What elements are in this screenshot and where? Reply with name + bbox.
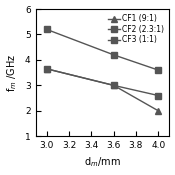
CF2 (2.3:1)	[46, 28, 48, 30]
CF2 (2.3:1)	[113, 54, 115, 56]
Line: CF3 (1:1): CF3 (1:1)	[44, 66, 161, 98]
CF3 (1:1)	[157, 94, 159, 97]
Legend: CF1 (9:1), CF2 (2.3:1), CF3 (1:1): CF1 (9:1), CF2 (2.3:1), CF3 (1:1)	[107, 13, 166, 46]
CF1 (9:1)	[46, 68, 48, 70]
Line: CF2 (2.3:1): CF2 (2.3:1)	[44, 27, 161, 73]
CF1 (9:1)	[157, 110, 159, 112]
CF2 (2.3:1)	[157, 69, 159, 71]
CF1 (9:1)	[113, 84, 115, 86]
CF3 (1:1)	[46, 68, 48, 70]
CF3 (1:1)	[113, 84, 115, 86]
Line: CF1 (9:1): CF1 (9:1)	[44, 66, 161, 114]
X-axis label: d$_m$/mm: d$_m$/mm	[84, 156, 121, 169]
Y-axis label: f$_m$ /GHz: f$_m$ /GHz	[6, 53, 19, 92]
